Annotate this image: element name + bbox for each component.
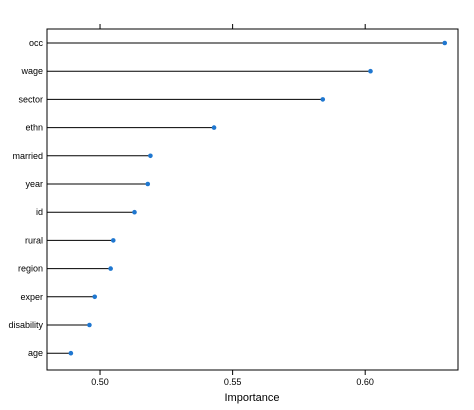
category-label-exper: exper <box>20 292 43 302</box>
category-label-disability: disability <box>8 320 43 330</box>
point-ethn <box>211 125 217 130</box>
point-exper <box>92 294 98 300</box>
category-label-age: age <box>28 348 43 358</box>
tick-label-1: 0.55 <box>224 377 242 387</box>
category-label-rural: rural <box>25 235 43 245</box>
importance-segments <box>47 42 445 354</box>
point-disability <box>87 322 92 328</box>
category-label-married: married <box>12 151 43 161</box>
x-axis-title: Importance <box>224 392 279 404</box>
category-label-region: region <box>18 264 43 274</box>
point-occ <box>442 40 448 46</box>
x-axis-ticks: 0.50 0.55 0.60 <box>91 24 374 387</box>
point-region <box>108 266 113 271</box>
tick-label-0: 0.50 <box>91 377 109 387</box>
category-label-sector: sector <box>18 94 43 104</box>
category-label-wage: wage <box>20 66 43 76</box>
category-label-ethn: ethn <box>25 123 43 133</box>
category-labels: occ wage sector ethn married year id rural regio… <box>8 38 43 358</box>
point-rural <box>110 238 116 243</box>
point-id <box>132 209 137 215</box>
point-age <box>68 350 74 356</box>
point-wage <box>368 68 373 74</box>
point-sector <box>320 97 326 102</box>
point-year <box>145 181 151 187</box>
tick-label-2: 0.60 <box>356 377 374 387</box>
category-label-occ: occ <box>29 38 44 48</box>
importance-points <box>68 40 448 356</box>
point-married <box>148 153 153 159</box>
plot-frame <box>46 28 459 371</box>
category-label-id: id <box>36 207 43 217</box>
category-label-year: year <box>25 179 43 189</box>
